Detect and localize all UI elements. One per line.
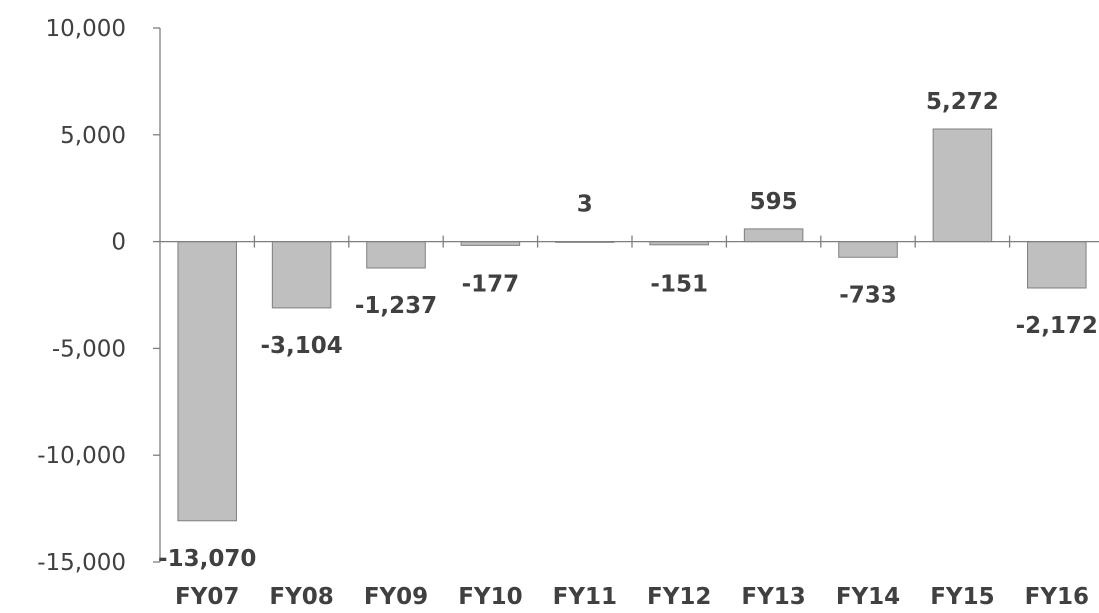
bar-fy13	[743, 228, 804, 243]
category-label-fy13: FY13	[741, 584, 805, 610]
data-label-fy07: -13,070	[158, 546, 256, 572]
data-labels: -13,070 -3,104 -1,237 -177 3 -151 595 -733 5,272…	[158, 89, 1098, 572]
y-tick-label: 0	[111, 230, 126, 256]
category-label-fy09: FY09	[364, 584, 428, 610]
category-label-fy08: FY08	[269, 584, 333, 610]
bars	[177, 128, 1087, 522]
data-label-fy10: -177	[462, 272, 520, 298]
category-label-fy11: FY11	[553, 584, 617, 610]
bar-fy16	[1027, 241, 1087, 289]
category-labels: FY07 FY08 FY09 FY10 FY11 FY12 FY13 FY14 FY15 FY16	[175, 584, 1089, 610]
category-label-fy14: FY14	[836, 584, 900, 610]
data-label-fy12: -151	[650, 272, 708, 298]
x-axis	[160, 235, 1099, 248]
data-label-fy08: -3,104	[260, 333, 342, 359]
y-tick-label: 5,000	[60, 123, 126, 149]
category-label-fy10: FY10	[458, 584, 522, 610]
category-label-fy07: FY07	[175, 584, 239, 610]
category-label-fy16: FY16	[1025, 584, 1089, 610]
category-label-fy15: FY15	[930, 584, 994, 610]
bar-fy08	[271, 241, 332, 309]
bar-fy14	[838, 241, 898, 258]
category-label-fy12: FY12	[647, 584, 711, 610]
data-label-fy11: 3	[577, 192, 593, 218]
data-label-fy15: 5,272	[926, 89, 999, 115]
y-tick-label: 10,000	[46, 16, 126, 42]
data-label-fy14: -733	[839, 282, 897, 308]
data-label-fy16: -2,172	[1016, 313, 1098, 339]
data-label-fy09: -1,237	[355, 293, 437, 319]
y-axis: 10,000 5,000 0 -5,000 -10,000 -15,000	[37, 16, 161, 576]
bar-fy07	[177, 241, 237, 522]
y-tick-label: -15,000	[37, 550, 126, 576]
bar-fy15	[932, 128, 993, 243]
y-tick-label: -5,000	[52, 336, 126, 362]
bar-fy09	[366, 241, 426, 269]
data-label-fy13: 595	[750, 189, 798, 215]
y-tick-label: -10,000	[37, 443, 126, 469]
